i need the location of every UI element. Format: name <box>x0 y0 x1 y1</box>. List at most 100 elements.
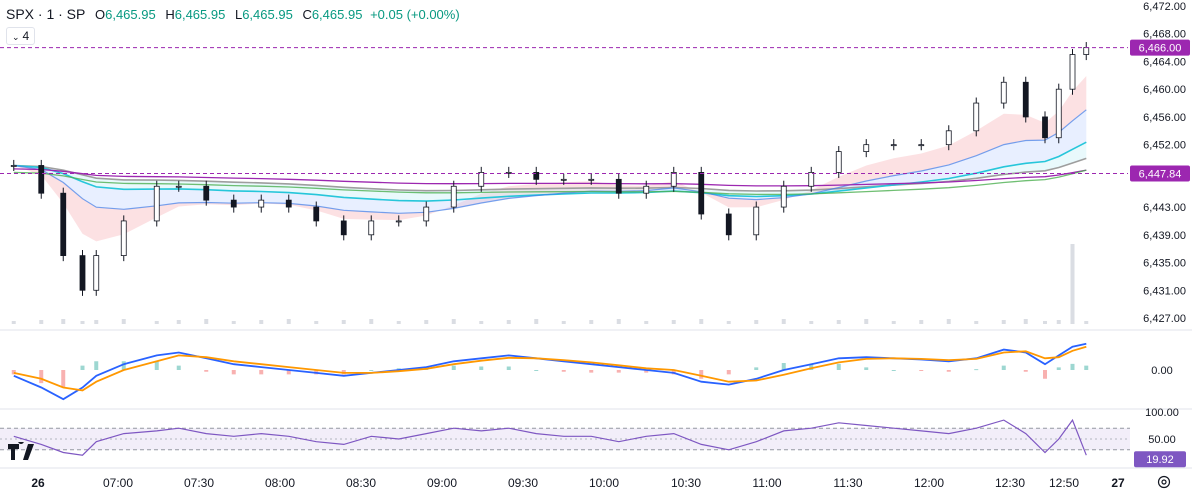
volume-bar <box>94 320 99 324</box>
candle-body <box>120 220 127 257</box>
volume-bar <box>121 319 126 324</box>
ema-cloud-blue <box>13 109 1087 214</box>
time-axis-label: 11:30 <box>833 476 862 490</box>
volume-bar <box>231 321 236 324</box>
candle-body <box>615 178 622 194</box>
candle-body <box>890 144 897 147</box>
candle-body <box>753 206 760 236</box>
macd-histogram-bar <box>80 365 85 370</box>
low-value: 6,465.95 <box>242 7 293 22</box>
macd-histogram-bar <box>154 361 159 370</box>
time-axis-label: 09:30 <box>508 476 538 490</box>
macd-histogram-bar <box>94 361 99 370</box>
candle-body <box>368 220 375 236</box>
candle-body <box>533 171 540 180</box>
macd-histogram-bar <box>1001 365 1006 370</box>
macd-histogram-bar <box>1070 363 1075 370</box>
macd-histogram-bar <box>974 369 979 371</box>
indicators-toggle-button[interactable]: ⌄ 4 <box>6 27 36 45</box>
gear-icon[interactable] <box>1156 474 1172 490</box>
price-axis-label: 6,431.00 <box>1143 285 1186 297</box>
macd-histogram-bar <box>754 367 759 370</box>
macd-histogram-bar <box>1023 370 1028 372</box>
price-axis-label: 6,464.00 <box>1143 56 1186 68</box>
volume-bar <box>396 321 401 324</box>
macd-histogram-bar <box>836 363 841 370</box>
time-axis-label: 08:30 <box>346 476 376 490</box>
signal-line <box>13 345 1087 392</box>
candle-body <box>725 213 732 236</box>
candle-body <box>340 220 347 236</box>
macd-histogram-bar <box>39 370 44 384</box>
candle-body <box>38 165 45 194</box>
rsi-value-tag-label: 19.92 <box>1146 454 1174 466</box>
candle-body <box>643 185 650 194</box>
time-axis-label: 26 <box>31 476 45 490</box>
level-price-tag-label: 6,447.84 <box>1139 169 1182 181</box>
macd-axis-label: 0.00 <box>1151 365 1172 377</box>
macd-histogram-bar <box>1056 367 1061 370</box>
macd-histogram-bar <box>781 363 786 370</box>
volume-bar <box>671 320 676 324</box>
candle-body <box>258 199 265 208</box>
open-label: O <box>94 7 106 22</box>
macd-histogram-bar <box>369 370 374 371</box>
candle-body <box>1083 47 1090 55</box>
macd-histogram-bar <box>919 370 924 371</box>
price-axis-label: 6,439.00 <box>1143 230 1186 242</box>
candle-body <box>918 144 925 147</box>
macd-histogram-bar <box>204 370 209 372</box>
volume-bar <box>1001 320 1006 324</box>
time-axis-label: 07:30 <box>184 476 214 490</box>
volume-bar <box>286 319 291 324</box>
macd-line <box>13 342 1087 401</box>
candle-body <box>505 171 512 174</box>
volume-bar <box>616 319 621 324</box>
rsi-axis-label: 50.00 <box>1148 434 1176 446</box>
candle-body <box>698 171 705 215</box>
macd-histogram-bar <box>259 370 264 375</box>
candle-body <box>863 144 870 153</box>
volume-bar <box>259 320 264 324</box>
change-value: +0.05 (+0.00%) <box>370 7 460 22</box>
macd-histogram-bar <box>506 366 511 370</box>
price-axis-label: 6,435.00 <box>1143 258 1186 270</box>
volume-bar <box>836 320 841 324</box>
candle-body <box>313 206 320 222</box>
candle-body <box>808 171 815 187</box>
volume-bar <box>424 320 429 324</box>
macd-histogram-bar <box>644 370 649 373</box>
price-axis-label: 6,468.00 <box>1143 29 1186 41</box>
volume-bar <box>644 321 649 324</box>
macd-histogram-bar <box>121 361 126 370</box>
high-label: H <box>165 7 175 22</box>
macd-histogram-bar <box>699 370 704 379</box>
price-axis-label: 6,452.00 <box>1143 140 1186 152</box>
open-value: 6,465.95 <box>105 7 156 22</box>
volume-bar <box>946 319 951 324</box>
volume-bar <box>864 319 869 324</box>
volume-bar <box>726 321 731 324</box>
rsi-value-tag <box>1134 451 1186 468</box>
volume-bar <box>781 319 786 324</box>
symbol-title[interactable]: SPX · 1 · SP <box>6 6 86 22</box>
time-axis-label: 10:00 <box>589 476 619 490</box>
candle-body <box>835 151 842 173</box>
macd-histogram-bar <box>616 370 621 373</box>
candle-body <box>93 255 100 291</box>
candle-body <box>10 165 17 167</box>
tradingview-logo-icon <box>8 442 34 460</box>
time-axis-label: 27 <box>1111 476 1125 490</box>
macd-histogram-bar <box>1043 370 1047 379</box>
candle-body <box>285 199 292 208</box>
candle-body <box>450 185 457 208</box>
chevron-down-icon: ⌄ <box>12 32 20 42</box>
price-axis-label: 6,443.00 <box>1143 202 1186 214</box>
time-axis-label: 12:00 <box>914 476 944 490</box>
volume-bar <box>561 321 566 324</box>
macd-histogram-bar <box>726 370 731 375</box>
volume-bar <box>176 320 181 324</box>
time-axis-label: 12:30 <box>995 476 1025 490</box>
volume-bar <box>80 321 85 324</box>
